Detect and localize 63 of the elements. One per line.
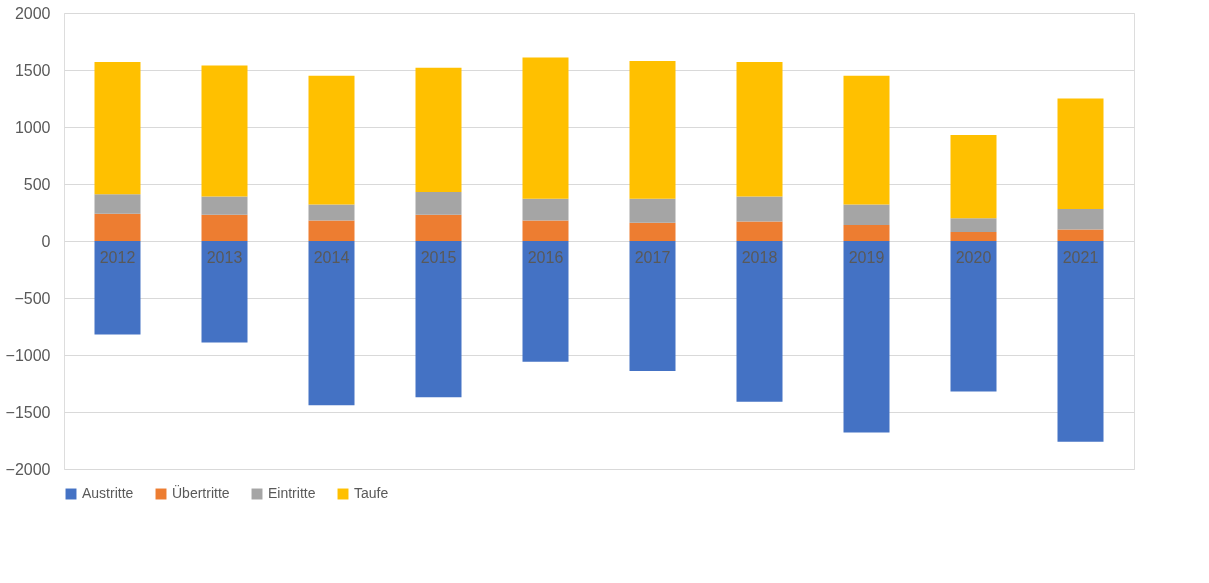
bar bbox=[94, 213, 141, 241]
bar bbox=[843, 204, 890, 226]
bar bbox=[201, 214, 248, 241]
bar bbox=[736, 221, 783, 241]
x-tick-label: 2015 bbox=[420, 248, 457, 266]
x-tick-label: 2016 bbox=[527, 248, 564, 266]
x-tick-label: 2017 bbox=[634, 248, 671, 266]
bar bbox=[201, 196, 248, 215]
x-tick-label: 2021 bbox=[1062, 248, 1099, 266]
bar bbox=[201, 65, 248, 197]
bar bbox=[629, 198, 676, 223]
y-tick-label: −500 bbox=[14, 289, 51, 307]
bar bbox=[950, 241, 997, 392]
bar bbox=[415, 214, 462, 241]
bar bbox=[94, 241, 141, 335]
legend-label: Austritte bbox=[82, 485, 134, 501]
bar bbox=[522, 57, 569, 199]
y-tick-label: 1500 bbox=[14, 61, 51, 79]
bar bbox=[308, 75, 355, 205]
bar bbox=[308, 220, 355, 241]
x-tick-label: 2019 bbox=[848, 248, 885, 266]
bar bbox=[1057, 209, 1104, 230]
bar bbox=[1057, 98, 1104, 210]
y-tick-label: −1000 bbox=[5, 346, 51, 364]
bar bbox=[736, 241, 783, 402]
bar bbox=[950, 231, 997, 241]
bar bbox=[843, 241, 890, 433]
y-tick-label: −2000 bbox=[5, 460, 51, 478]
bar bbox=[629, 241, 676, 371]
bar bbox=[1057, 241, 1104, 442]
legend-label: Übertritte bbox=[172, 484, 230, 501]
y-tick-label: 500 bbox=[23, 175, 51, 193]
y-tick-label: 1000 bbox=[14, 118, 51, 136]
bar bbox=[736, 196, 783, 222]
y-tick-label: 0 bbox=[41, 232, 51, 250]
bar bbox=[629, 222, 676, 241]
bar bbox=[950, 218, 997, 232]
bar bbox=[843, 225, 890, 241]
x-tick-label: 2018 bbox=[741, 248, 778, 266]
bar bbox=[308, 241, 355, 406]
bar bbox=[415, 67, 462, 192]
legend-label: Eintritte bbox=[268, 485, 316, 501]
bar bbox=[308, 204, 355, 221]
x-tick-label: 2020 bbox=[955, 248, 992, 266]
bar bbox=[415, 241, 462, 398]
bar bbox=[736, 62, 783, 197]
x-tick-label: 2013 bbox=[206, 248, 243, 266]
bar bbox=[522, 198, 569, 221]
y-tick-label: −1500 bbox=[5, 403, 51, 421]
bar bbox=[415, 191, 462, 215]
bar bbox=[1057, 229, 1104, 241]
bar bbox=[629, 60, 676, 199]
legend-label: Taufe bbox=[354, 485, 389, 501]
x-tick-label: 2012 bbox=[99, 248, 136, 266]
bar bbox=[94, 62, 141, 195]
bar bbox=[950, 134, 997, 219]
y-tick-label: 2000 bbox=[14, 4, 51, 22]
bar bbox=[201, 241, 248, 343]
x-tick-label: 2014 bbox=[313, 248, 350, 266]
bar bbox=[94, 194, 141, 214]
bar bbox=[522, 241, 569, 362]
bar bbox=[522, 220, 569, 241]
bar bbox=[843, 75, 890, 205]
